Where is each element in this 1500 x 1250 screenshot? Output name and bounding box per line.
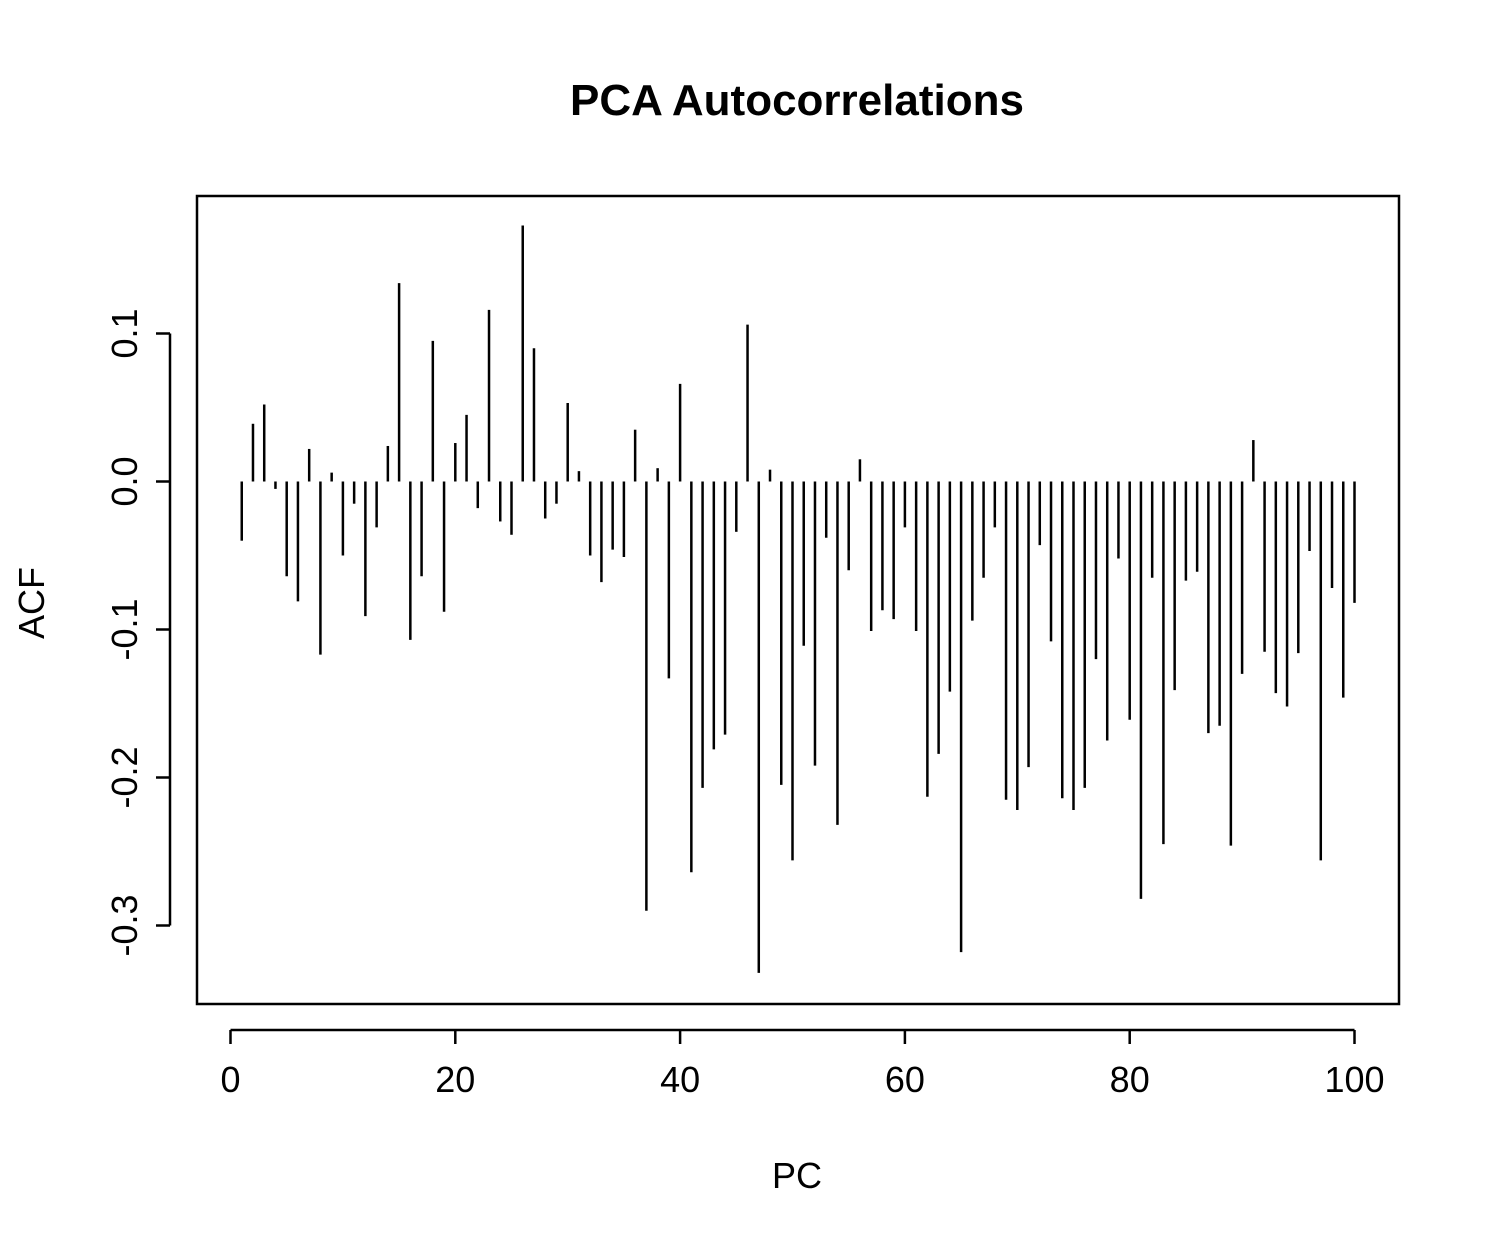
x-axis: 0 20 40 60 80 100 (220, 1028, 1385, 1100)
y-tick-label--0.3: -0.3 (104, 894, 145, 956)
y-axis: -0.3 -0.2 -0.1 0.0 0.1 (104, 308, 172, 957)
x-tick-label-100: 100 (1324, 1059, 1384, 1100)
spike-series (240, 225, 1356, 973)
x-tick-label-60: 60 (885, 1059, 925, 1100)
x-tick-label-80: 80 (1110, 1059, 1150, 1100)
x-tick-label-20: 20 (435, 1059, 475, 1100)
chart-title: PCA Autocorrelations (570, 76, 1024, 125)
y-tick-label--0.1: -0.1 (104, 598, 145, 660)
plot-frame (195, 194, 1401, 1006)
y-axis-label: ACF (11, 567, 52, 639)
y-tick-label-0.0: 0.0 (104, 456, 145, 506)
y-tick-label-0.1: 0.1 (104, 308, 145, 358)
y-tick-label--0.2: -0.2 (104, 746, 145, 808)
x-axis-label: PC (772, 1155, 822, 1196)
x-tick-label-0: 0 (220, 1059, 240, 1100)
x-tick-label-40: 40 (660, 1059, 700, 1100)
